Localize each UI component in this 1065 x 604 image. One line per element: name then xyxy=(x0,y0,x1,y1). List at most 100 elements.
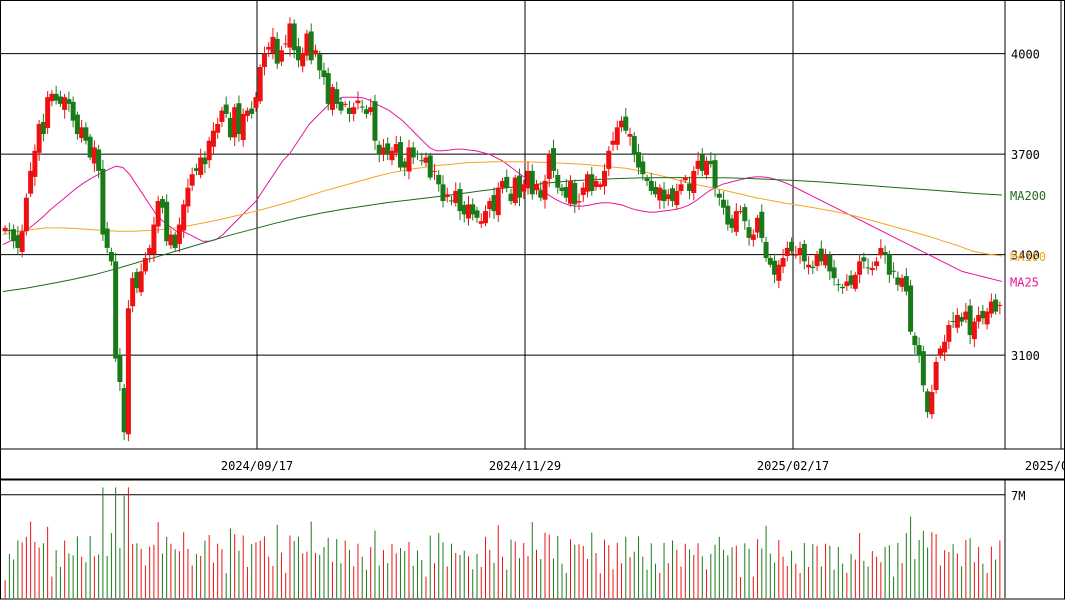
candle-body xyxy=(227,117,233,138)
candle-body xyxy=(580,187,586,196)
candle-body xyxy=(376,144,382,155)
candle-body xyxy=(291,23,297,51)
candle-body xyxy=(448,200,454,202)
candle-body xyxy=(130,278,136,307)
candle-body xyxy=(504,176,510,188)
candle-body xyxy=(929,392,935,415)
date-tick-label: 2025/02/17 xyxy=(757,459,829,473)
candle-body xyxy=(325,73,331,104)
candle-body xyxy=(334,89,340,104)
candle-body xyxy=(954,314,960,328)
candle-body xyxy=(525,170,531,189)
candle-body xyxy=(482,211,488,224)
candle-body xyxy=(699,154,705,171)
candle-body xyxy=(500,180,505,188)
candle-body xyxy=(261,53,267,68)
ma-line-ma25 xyxy=(2,96,1003,282)
candle-body xyxy=(733,211,739,232)
candle-body xyxy=(912,335,918,346)
candle-body xyxy=(355,100,361,104)
candle-body xyxy=(491,195,497,212)
candle-body xyxy=(725,205,731,225)
candle-body xyxy=(223,104,229,114)
candle-body xyxy=(576,201,582,203)
candle-body xyxy=(487,201,493,210)
candle-body xyxy=(329,87,335,110)
candle-body xyxy=(784,247,790,256)
candle-body xyxy=(776,264,782,281)
candle-body xyxy=(28,170,34,194)
candle-body xyxy=(920,351,926,386)
candle-body xyxy=(372,101,378,141)
candle-body xyxy=(346,107,352,114)
candle-body xyxy=(755,217,761,233)
candle-body xyxy=(359,106,365,108)
axis-labels: 3100 3400 3700 4000 2024/09/17 2024/11/29 2025… xyxy=(221,48,1065,503)
candle-body xyxy=(602,170,608,187)
candle-body xyxy=(304,33,310,56)
candle-body xyxy=(283,43,289,45)
candle-body xyxy=(266,46,272,50)
candle-body xyxy=(206,140,212,161)
candle-body xyxy=(100,168,106,235)
candle-body xyxy=(674,190,680,206)
candlesticks xyxy=(2,17,1003,442)
candle-body xyxy=(568,180,574,204)
candle-body xyxy=(15,235,21,248)
candle-body xyxy=(244,110,250,116)
candle-body xyxy=(708,160,714,165)
candle-body xyxy=(385,143,391,155)
candle-body xyxy=(895,277,901,285)
candle-body xyxy=(431,170,437,172)
candle-body xyxy=(942,341,948,353)
candle-body xyxy=(886,254,892,275)
candle-body xyxy=(474,210,480,218)
candle-body xyxy=(538,190,544,198)
candle-body xyxy=(406,147,412,172)
candle-body xyxy=(312,50,318,55)
candle-body xyxy=(767,258,773,265)
candle-body xyxy=(113,261,119,359)
candle-body xyxy=(164,201,170,242)
candle-body xyxy=(869,268,875,271)
candle-body xyxy=(240,113,246,141)
candle-body xyxy=(168,234,174,246)
candle-body xyxy=(772,260,778,275)
candle-body xyxy=(470,204,476,215)
candle-body xyxy=(427,155,433,178)
candle-body xyxy=(219,110,225,122)
candle-body xyxy=(6,229,12,232)
candle-body xyxy=(257,67,263,102)
price-tick-label: 3400 xyxy=(1011,249,1040,263)
candle-body xyxy=(155,201,161,227)
candle-body xyxy=(746,227,752,238)
candle-body xyxy=(40,121,46,135)
price-panel-frame xyxy=(0,0,1065,480)
candle-body xyxy=(925,391,931,413)
candle-body xyxy=(840,286,846,289)
candle-body xyxy=(210,130,216,147)
candle-body xyxy=(691,170,697,194)
candle-body xyxy=(534,184,540,191)
candle-body xyxy=(750,234,756,240)
candle-body xyxy=(393,144,399,153)
candle-body xyxy=(236,103,242,135)
candle-body xyxy=(606,150,612,169)
candle-body xyxy=(36,123,42,153)
price-tick-label: 4000 xyxy=(1011,48,1040,62)
candle-body xyxy=(959,316,965,322)
candle-body xyxy=(716,193,722,198)
candle-body xyxy=(402,161,408,168)
candle-body xyxy=(891,270,897,272)
date-tick-label: 2024/09/17 xyxy=(221,459,293,473)
candle-body xyxy=(11,229,17,242)
candle-body xyxy=(572,182,578,205)
candle-body xyxy=(108,251,114,262)
candle-body xyxy=(189,174,195,186)
candle-body xyxy=(857,261,863,275)
candle-body xyxy=(308,31,314,61)
candle-body xyxy=(125,308,131,435)
